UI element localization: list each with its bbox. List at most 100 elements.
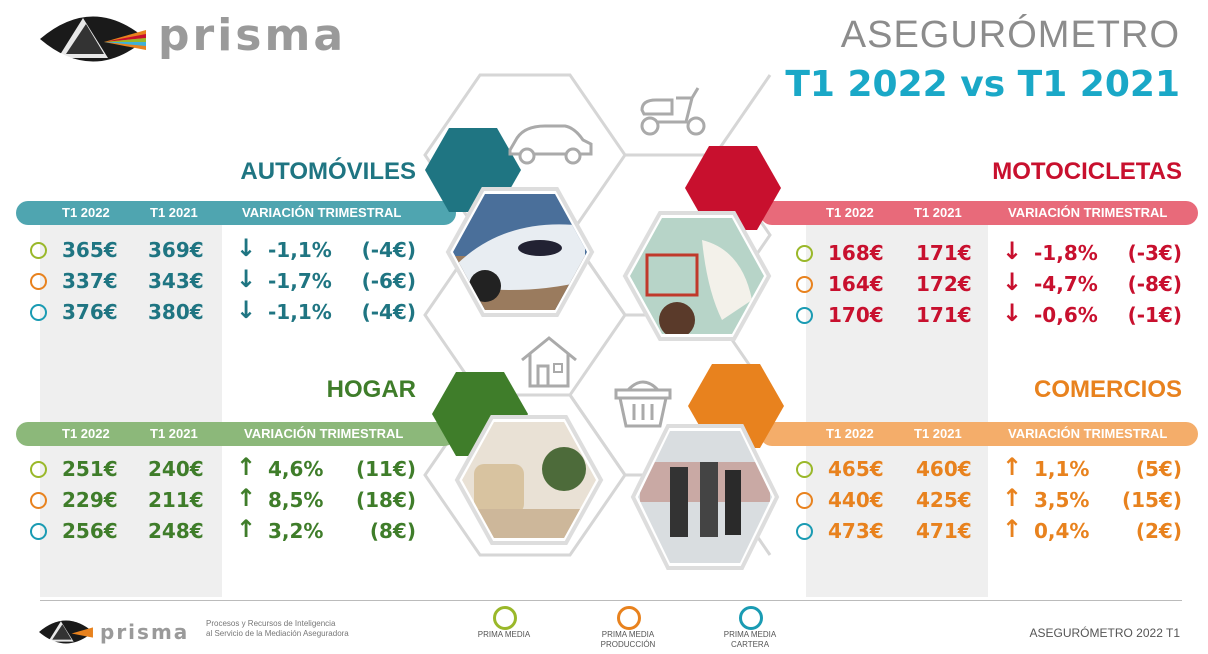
arrow-up-icon: ↑ (236, 515, 257, 543)
variation-percent: -1,1% (268, 300, 332, 324)
band-hogar: T1 2022 T1 2021 VARIACIÓN TRIMESTRAL (16, 422, 456, 446)
variation-percent: 4,6% (268, 457, 324, 481)
legend-label: PRIMA MEDIA (723, 630, 777, 639)
arrow-down-icon: ↓ (1002, 299, 1023, 327)
value-t1-2021: 343€ (148, 269, 204, 293)
legend-circle-icon (30, 242, 47, 259)
section-title-motocicletas: MOTOCICLETAS (992, 158, 1182, 185)
col-header-t1-2022: T1 2022 (62, 205, 110, 220)
value-t1-2021: 380€ (148, 300, 204, 324)
legend-circle-icon (30, 273, 47, 290)
variation-percent: 3,5% (1034, 488, 1090, 512)
scooter-icon (640, 87, 706, 136)
variation-amount: (2€) (1135, 519, 1182, 543)
value-t1-2021: 172€ (916, 272, 972, 296)
legend-circle-icon (30, 461, 47, 478)
legend-label-2: CARTERA (730, 640, 770, 649)
legend-circle-icon (796, 523, 813, 540)
table-row: 376€ 380€ ↓ -1,1% (-4€) (30, 296, 416, 328)
value-t1-2021: 171€ (916, 241, 972, 265)
legend-label-2: PRODUCCIÓN (600, 640, 656, 649)
footer-divider (40, 600, 1182, 601)
table-row: 229€ 211€ ↑ 8,5% (18€) (30, 484, 416, 516)
legend-circle-icon (30, 523, 47, 540)
arrow-down-icon: ↓ (1002, 268, 1023, 296)
variation-percent: -4,7% (1034, 272, 1098, 296)
legend-circle-icon (739, 606, 763, 630)
variation-amount: (5€) (1135, 457, 1182, 481)
value-t1-2022: 256€ (62, 519, 118, 543)
variation-amount: (-1€) (1127, 303, 1182, 327)
variation-amount: (15€) (1121, 488, 1182, 512)
value-t1-2022: 365€ (62, 238, 118, 262)
basket-icon (614, 380, 672, 428)
table-row: 440€ 425€ ↑ 3,5% (15€) (796, 484, 1182, 516)
value-t1-2021: 425€ (916, 488, 972, 512)
variation-percent: 1,1% (1034, 457, 1090, 481)
table-row: 164€ 172€ ↓ -4,7% (-8€) (796, 268, 1182, 300)
variation-percent: -1,1% (268, 238, 332, 262)
band-comercios: T1 2022 T1 2021 VARIACIÓN TRIMESTRAL (760, 422, 1198, 446)
section-title-automoviles: AUTOMÓVILES (240, 158, 416, 185)
page-title: ASEGURÓMETRO (840, 14, 1180, 56)
value-t1-2021: 248€ (148, 519, 204, 543)
col-header-t1-2021: T1 2021 (150, 205, 198, 220)
legend-circle-icon (796, 492, 813, 509)
variation-percent: -0,6% (1034, 303, 1098, 327)
legend-item-prima-media: PRIMA MEDIA (464, 606, 544, 640)
table-row: 365€ 369€ ↓ -1,1% (-4€) (30, 234, 416, 266)
house-icon (521, 336, 577, 388)
value-t1-2022: 376€ (62, 300, 118, 324)
variation-percent: 3,2% (268, 519, 324, 543)
col-header-t1-2022: T1 2022 (62, 426, 110, 441)
col-header-variation: VARIACIÓN TRIMESTRAL (244, 426, 404, 441)
car-icon (508, 124, 593, 165)
table-row: 168€ 171€ ↓ -1,8% (-3€) (796, 237, 1182, 269)
value-t1-2022: 164€ (828, 272, 884, 296)
value-t1-2022: 337€ (62, 269, 118, 293)
legend-circle-icon (30, 492, 47, 509)
value-t1-2022: 251€ (62, 457, 118, 481)
col-header-variation: VARIACIÓN TRIMESTRAL (1008, 205, 1168, 220)
variation-amount: (8€) (369, 519, 416, 543)
hex-accent-motocicletas (685, 146, 781, 230)
value-t1-2022: 473€ (828, 519, 884, 543)
arrow-down-icon: ↓ (1002, 237, 1023, 265)
right-year-column-bg (806, 215, 988, 597)
variation-amount: (-6€) (361, 269, 416, 293)
page-subtitle: T1 2022 vs T1 2021 (785, 64, 1180, 105)
variation-amount: (-4€) (361, 238, 416, 262)
value-t1-2021: 211€ (148, 488, 204, 512)
value-t1-2021: 460€ (916, 457, 972, 481)
col-header-t1-2021: T1 2021 (914, 426, 962, 441)
legend-circle-icon (796, 276, 813, 293)
value-t1-2021: 171€ (916, 303, 972, 327)
variation-percent: 0,4% (1034, 519, 1090, 543)
variation-amount: (-3€) (1127, 241, 1182, 265)
band-automoviles: T1 2022 T1 2021 VARIACIÓN TRIMESTRAL (16, 201, 456, 225)
value-t1-2021: 471€ (916, 519, 972, 543)
legend-label: PRIMA MEDIA (477, 630, 531, 639)
left-year-column-bg (40, 215, 222, 597)
table-row: 170€ 171€ ↓ -0,6% (-1€) (796, 299, 1182, 331)
legend-item-prima-media-produccion: PRIMA MEDIA PRODUCCIÓN (588, 606, 668, 650)
col-header-t1-2022: T1 2022 (826, 426, 874, 441)
footer-tagline-line2: al Servicio de la Mediación Aseguradora (206, 629, 349, 638)
legend-circle-icon (30, 304, 47, 321)
car-photo (445, 187, 595, 317)
arrow-up-icon: ↑ (1002, 515, 1023, 543)
variation-amount: (11€) (355, 457, 416, 481)
shop-photo (630, 424, 780, 570)
legend-label: PRIMA MEDIA (601, 630, 655, 639)
table-row: 251€ 240€ ↑ 4,6% (11€) (30, 453, 416, 485)
home-photo (454, 415, 604, 545)
legend-circle-icon (796, 461, 813, 478)
scooter-photo (622, 211, 772, 341)
variation-percent: -1,8% (1034, 241, 1098, 265)
footer-tagline: Procesos y Recursos de Inteligencia al S… (206, 619, 349, 639)
value-t1-2021: 240€ (148, 457, 204, 481)
table-row: 256€ 248€ ↑ 3,2% (8€) (30, 515, 416, 547)
variation-amount: (-4€) (361, 300, 416, 324)
table-row: 337€ 343€ ↓ -1,7% (-6€) (30, 265, 416, 297)
value-t1-2022: 170€ (828, 303, 884, 327)
